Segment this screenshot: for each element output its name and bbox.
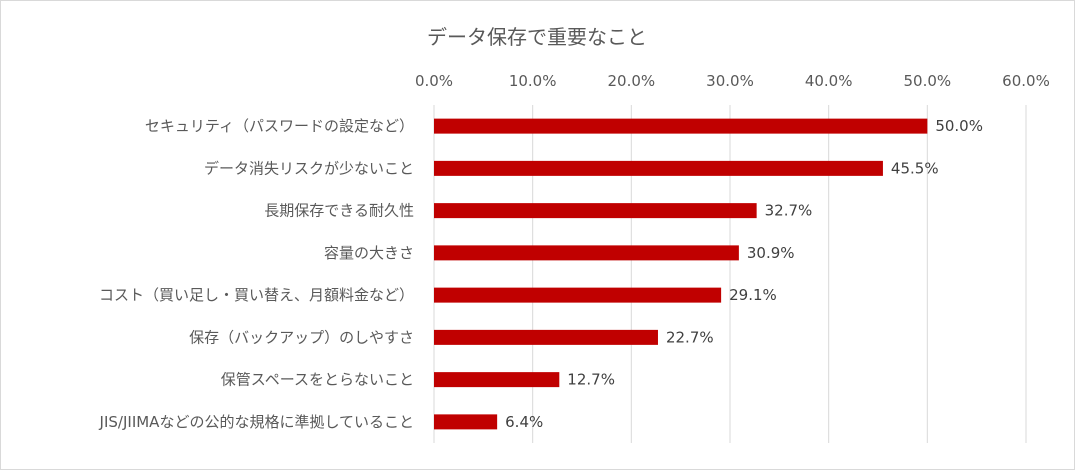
x-tick-label: 50.0% — [904, 72, 952, 90]
bars — [434, 118, 928, 430]
bar — [434, 372, 560, 388]
x-tick-label: 10.0% — [509, 72, 557, 90]
data-label: 45.5% — [891, 159, 939, 177]
category-label: 長期保存できる耐久性 — [264, 202, 414, 220]
bar — [434, 160, 883, 176]
data-label: 6.4% — [505, 413, 543, 431]
data-label: 30.9% — [747, 244, 795, 262]
data-label: 29.1% — [729, 286, 777, 304]
category-labels: セキュリティ（パスワードの設定など） データ消失リスクが少ないこと長期保存できる耐… — [99, 117, 414, 431]
data-label: 22.7% — [666, 328, 714, 346]
gridlines — [433, 105, 1027, 443]
bar — [434, 287, 722, 303]
x-tick-label: 40.0% — [805, 72, 853, 90]
data-label: 32.7% — [765, 202, 813, 220]
x-tick-label: 60.0% — [1002, 72, 1050, 90]
data-label: 12.7% — [567, 371, 615, 389]
category-label: コスト（買い足し・買い替え、月額料金など） — [99, 286, 414, 304]
category-label: 容量の大きさ — [324, 244, 414, 262]
chart-title: データ保存で重要なこと — [427, 25, 647, 49]
bar — [434, 329, 658, 345]
data-label: 50.0% — [935, 117, 983, 135]
category-label: 保管スペースをとらないこと — [221, 371, 414, 389]
bar — [434, 203, 757, 219]
bar — [434, 245, 739, 261]
x-axis-tick-labels: 0.0% 10.0% 20.0% 30.0% 40.0% 50.0% 60.0% — [415, 72, 1050, 90]
x-tick-label: 30.0% — [706, 72, 754, 90]
category-label: データ消失リスクが少ないこと — [204, 159, 414, 177]
category-label: セキュリティ（パスワードの設定など） — [145, 117, 414, 135]
bar — [434, 118, 928, 134]
category-label: JIS/JIIMAなどの公的な規格に準拠していること — [99, 413, 414, 431]
category-label: 保存（バックアップ）のしやすさ — [189, 328, 414, 346]
x-tick-label: 0.0% — [415, 72, 453, 90]
bar — [434, 414, 498, 430]
data-labels: 50.0% 45.5% 32.7% 30.9% 29.1% 22.7% 12.7% 6.4% — [505, 117, 983, 431]
x-tick-label: 20.0% — [608, 72, 656, 90]
